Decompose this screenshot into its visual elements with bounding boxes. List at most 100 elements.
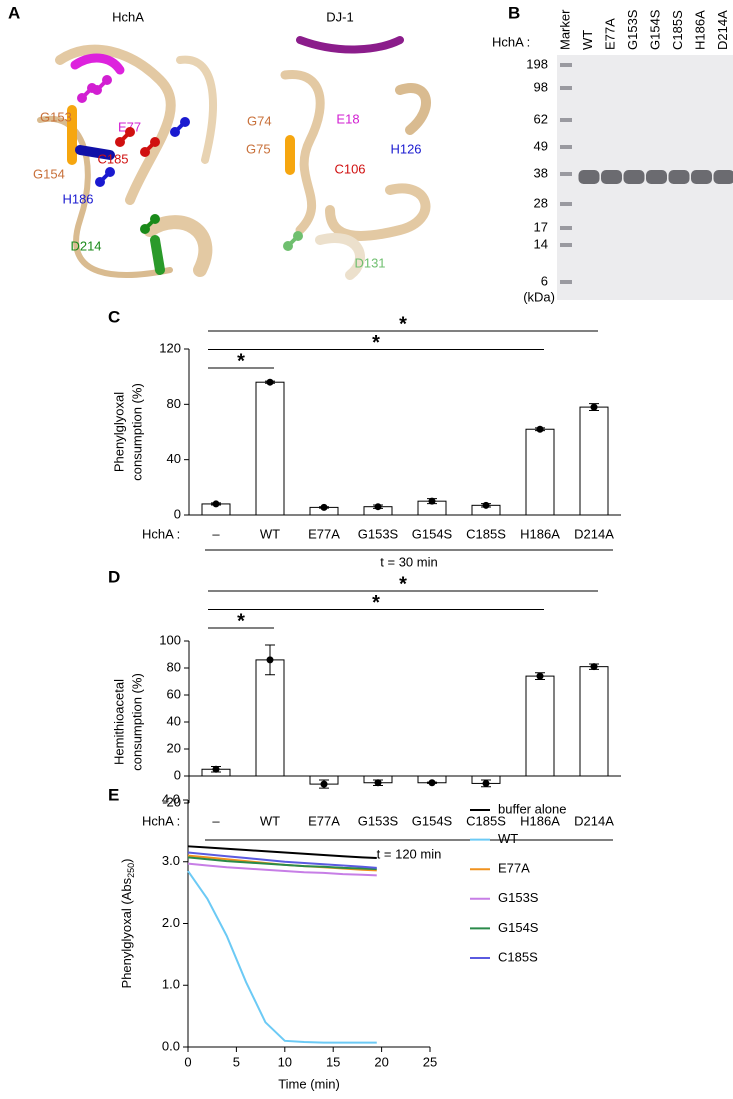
panel-label: D [108,567,120,586]
y-tick-label: -20 [162,794,181,809]
marker-band [560,172,572,176]
marker-band [560,118,572,122]
x-tick-label: H186A [520,526,560,541]
data-point [536,672,544,680]
significance-label: * [399,573,407,595]
lane-label: E77A [602,18,617,50]
y-axis-label-main: Phenylglyoxal (Abs [119,877,134,988]
x-tick-label: G153S [358,813,399,828]
x-tick-label: 20 [374,1054,388,1069]
group-label: HchA : [142,813,180,828]
x-tick-label: E77A [308,813,340,828]
group-label: HchA : [142,526,180,541]
data-point [320,503,328,511]
gel-band [578,170,600,184]
residue-bond [118,130,132,144]
significance-label: * [237,610,245,632]
marker-label: 17 [534,219,548,234]
data-point [428,779,436,787]
y-tick-label: 0.0 [162,1038,180,1053]
data-point [212,500,220,508]
y-tick-label: 20 [167,740,181,755]
residue-label: E18 [336,111,359,126]
residue-bond [98,170,112,184]
row-label: HchA : [492,34,530,49]
y-tick-label: 0 [174,767,181,782]
y-tick-label: 40 [167,451,181,466]
marker-label: 198 [526,56,548,71]
significance-label: * [372,592,380,614]
residue-label: C106 [334,161,365,176]
unit-label: (kDa) [523,289,555,304]
y-axis-label: Phenylglyoxal [111,392,126,472]
y-tick-label: 100 [159,632,181,647]
lane-label: C185S [670,10,685,50]
panel-label: B [508,3,520,22]
bar [525,428,555,516]
data-point [374,503,382,511]
data-point [536,425,544,433]
x-tick-label: G154S [412,813,453,828]
residue-bond [143,217,157,231]
y-tick-label: 80 [167,659,181,674]
residue-label: G153 [40,109,72,124]
lane-label: D214A [715,10,730,50]
marker-band [560,202,572,206]
marker-band [560,86,572,90]
marker-band [560,243,572,247]
x-tick-label: C185S [466,526,506,541]
x-tick-label: 15 [326,1054,340,1069]
marker-label: 14 [534,236,548,251]
x-tick-label: 25 [423,1054,437,1069]
residue-bond [286,234,300,248]
residue-bond [173,120,187,134]
residue-label: E77 [118,119,141,134]
panel-label: E [108,785,119,804]
y-tick-label: 4.0 [162,791,180,806]
bar [579,406,609,516]
marker-band [560,280,572,284]
lane-label: G153S [625,9,640,50]
residue-label: H186 [62,191,93,206]
x-tick-label: D214A [574,813,614,828]
y-tick-label: 80 [167,396,181,411]
marker-label: 38 [534,165,548,180]
residue-label: G154 [33,166,65,181]
structure-title: HchA [112,9,144,24]
x-tick-label: G154S [412,526,453,541]
y-tick-label: 3.0 [162,853,180,868]
data-point [212,765,220,773]
gel-band [668,170,690,184]
residue-label: G74 [247,113,272,128]
series-line [187,851,377,869]
y-axis-label: Hemithioacetal [111,679,126,765]
x-axis-label: Time (min) [278,1076,340,1091]
data-point [482,779,490,787]
gel-band [713,170,733,184]
legend-label: buffer alone [498,801,566,816]
x-tick-label: 10 [278,1054,292,1069]
data-point [590,403,598,411]
lane-label: WT [580,30,595,50]
series-line [187,870,377,1044]
y-tick-label: 60 [167,686,181,701]
marker-label: 6 [541,273,548,288]
y-tick-label: 0 [174,506,181,521]
data-point [320,780,328,788]
residue-label: H126 [390,141,421,156]
residue-bond [143,140,157,154]
legend-label: G154S [498,920,539,935]
x-tick-label: WT [260,813,280,828]
marker-label: 98 [534,79,548,94]
marker-band [560,226,572,230]
lane-label: H186A [692,10,707,50]
marker-label: 49 [534,138,548,153]
residue-label: C185 [97,151,128,166]
data-point [374,779,382,787]
x-tick-label: 0 [184,1054,191,1069]
y-tick-label: 2.0 [162,915,180,930]
significance-label: * [399,313,407,335]
x-tick-label: H186A [520,813,560,828]
y-axis-label: consumption (%) [129,383,144,481]
legend-label: C185S [498,949,538,964]
